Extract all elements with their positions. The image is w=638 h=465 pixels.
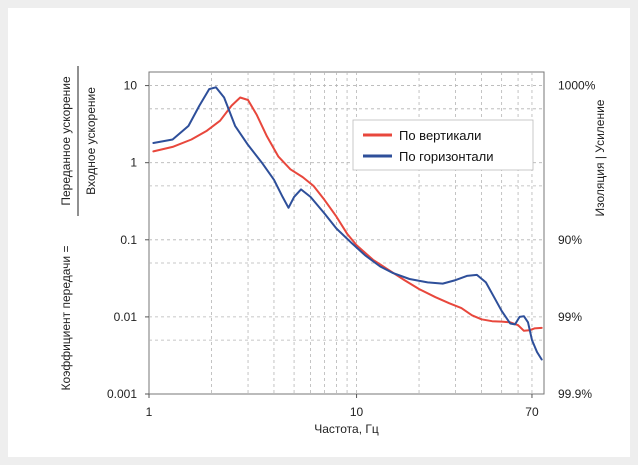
- y2-tick-label: 1000%: [558, 79, 596, 93]
- x-tick-label: 70: [525, 405, 539, 419]
- y-axis-label-numerator: Переданное ускорение: [59, 76, 73, 206]
- legend-box: [352, 119, 534, 171]
- chart-card: 1 10 70 10 1 0.1 0.01 0.001 1000% 90% 99% 99.9% Ч…: [8, 8, 630, 457]
- legend-label-vertical: По вертикали: [399, 128, 481, 143]
- y-tick-label: 0.001: [107, 387, 137, 401]
- x-axis-ticks: 1 10 70: [146, 394, 539, 419]
- x-tick-label: 1: [146, 405, 153, 419]
- y2-tick-label: 90%: [558, 233, 582, 247]
- y2-axis-label: Изоляция | Усиление: [593, 99, 607, 216]
- y-tick-label: 10: [124, 79, 138, 93]
- data-curves: [152, 86, 543, 361]
- y-tick-label: 0.01: [114, 310, 138, 324]
- legend-label-horizontal: По горизонтали: [399, 149, 493, 164]
- series-line-horizontal: [152, 86, 543, 361]
- y2-tick-label: 99%: [558, 310, 582, 324]
- y2-tick-label: 99.9%: [558, 387, 592, 401]
- legend: По вертикали По горизонтали: [352, 119, 534, 171]
- x-tick-label: 10: [350, 405, 364, 419]
- y-axis-ticks: 10 1 0.1 0.01 0.001: [107, 79, 149, 401]
- y-axis-label-denominator: Входное ускорение: [84, 87, 98, 195]
- y-tick-label: 0.1: [120, 233, 137, 247]
- y-axis-label-prefix: Коэффициент передачи =: [59, 246, 73, 391]
- y-tick-label: 1: [130, 156, 137, 170]
- transmissibility-chart: 1 10 70 10 1 0.1 0.01 0.001 1000% 90% 99% 99.9% Ч…: [59, 66, 607, 436]
- series-line-vertical: [152, 96, 543, 332]
- y2-axis-ticks: 1000% 90% 99% 99.9%: [558, 79, 596, 401]
- x-axis-label: Частота, Гц: [314, 422, 379, 436]
